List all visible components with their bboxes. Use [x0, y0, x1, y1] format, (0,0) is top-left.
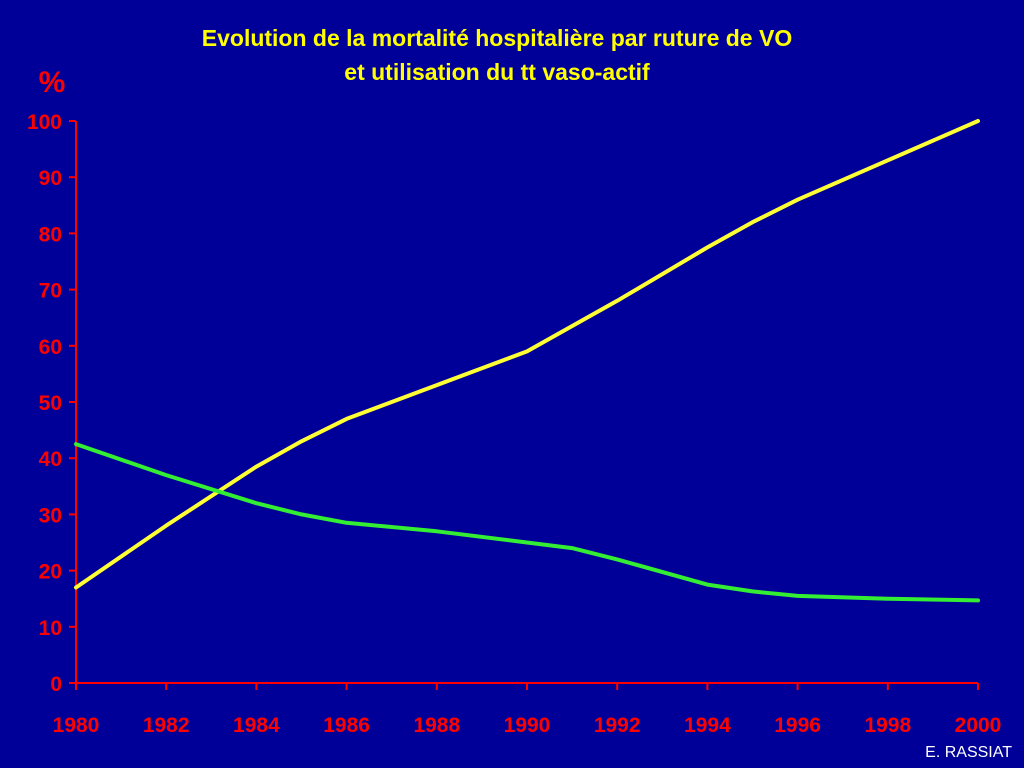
x-tick-label: 2000	[955, 714, 1002, 737]
y-axis-unit-label: %	[39, 66, 66, 99]
y-tick-label: 50	[39, 392, 62, 415]
y-tick-label: 10	[39, 617, 62, 640]
axes: 0 10 20 30 40 50 60 70 80 90 100 1980 1982 1984 1986 19…	[27, 111, 1001, 737]
y-tick-label: 40	[39, 448, 62, 471]
x-tick-label: 1980	[53, 714, 100, 737]
x-tick-label: 1990	[504, 714, 551, 737]
y-tick-label: 20	[39, 561, 62, 584]
y-tick-label: 80	[39, 223, 62, 246]
y-tick-label: 0	[50, 673, 62, 696]
x-tick-label: 1994	[684, 714, 731, 737]
series-group	[74, 119, 980, 603]
x-tick-label: 1996	[774, 714, 821, 737]
y-tick-label: 90	[39, 167, 62, 190]
series-line-1	[74, 119, 980, 590]
y-tick-label: 100	[27, 111, 62, 134]
y-tick-label: 60	[39, 336, 62, 359]
author-credit: E. RASSIAT	[925, 744, 1012, 761]
x-tick-label: 1988	[413, 714, 460, 737]
x-tick-label: 1986	[323, 714, 370, 737]
series-line-2	[74, 442, 980, 603]
x-tick-label: 1998	[864, 714, 911, 737]
y-tick-label: 30	[39, 504, 62, 527]
chart-subtitle: et utilisation du tt vaso-actif	[344, 59, 650, 85]
x-tick-label: 1984	[233, 714, 280, 737]
chart-title: Evolution de la mortalité hospitalière p…	[202, 25, 792, 51]
y-tick-label: 70	[39, 280, 62, 303]
x-tick-label: 1982	[143, 714, 190, 737]
x-tick-label: 1992	[594, 714, 641, 737]
